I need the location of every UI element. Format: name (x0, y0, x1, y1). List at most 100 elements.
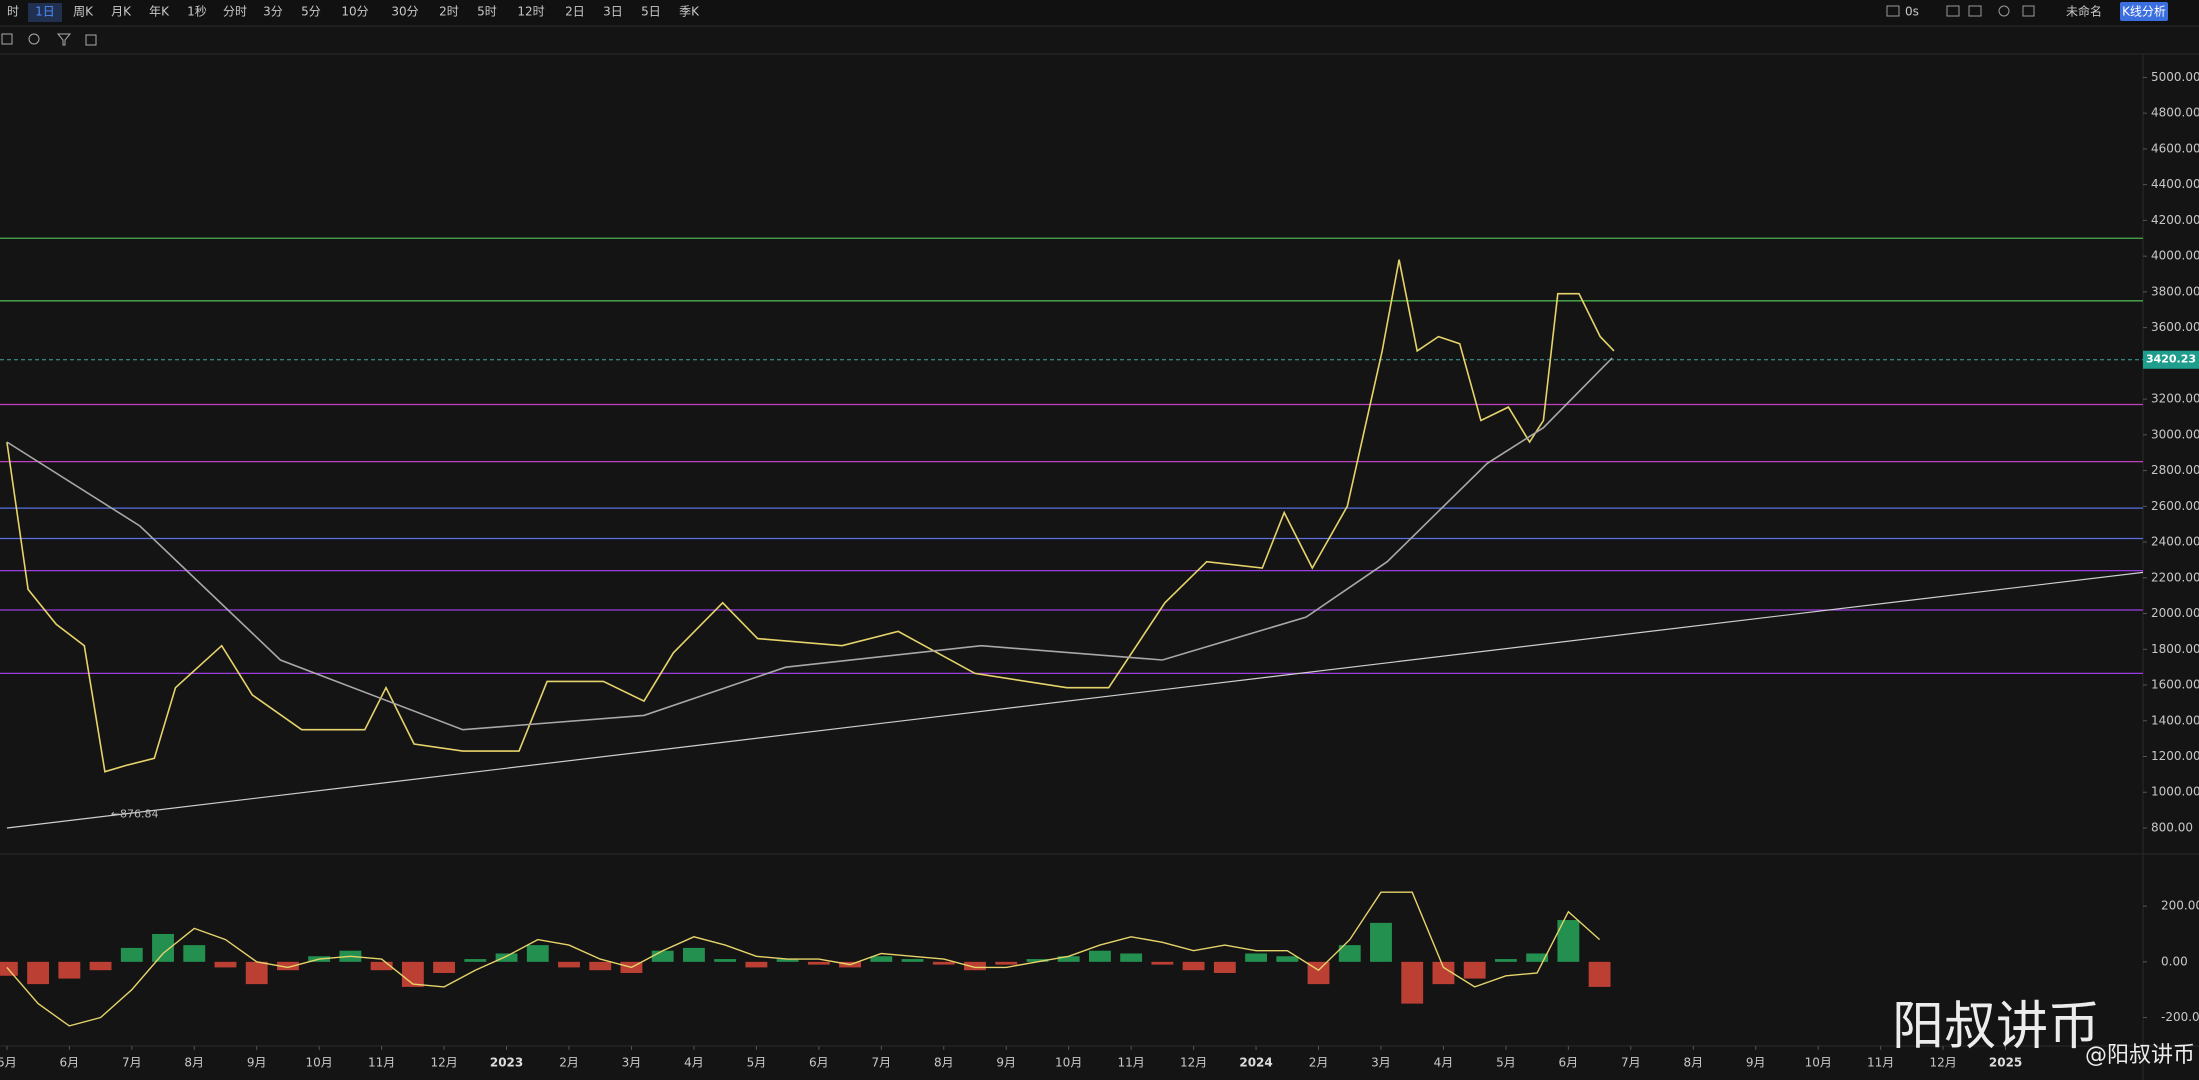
toolbar (0, 0, 2199, 26)
macd-bar (27, 961, 50, 985)
x-tick-label: 12月 (1929, 1056, 1956, 1070)
interval-button[interactable]: 12时 (517, 5, 544, 19)
x-tick-label: 6月 (1559, 1056, 1579, 1070)
x-tick-label: 11月 (1118, 1056, 1145, 1070)
x-tick-label: 7月 (871, 1056, 891, 1070)
macd-bar (995, 961, 1018, 965)
y-tick-label: 2400.00 (2151, 535, 2199, 549)
interval-button[interactable]: 5时 (477, 5, 497, 19)
y-tick-label: 0.00 (2161, 954, 2188, 968)
macd-bar (1088, 950, 1111, 962)
x-tick-label: 6月 (809, 1056, 829, 1070)
macd-bar (1432, 961, 1455, 985)
macd-bar (1526, 953, 1549, 962)
interval-button[interactable]: 季K (679, 5, 700, 19)
macd-bar (651, 950, 674, 962)
x-tick-label: 10月 (306, 1056, 333, 1070)
macd-bar (464, 959, 487, 962)
x-tick-label: 7月 (1621, 1056, 1641, 1070)
macd-bar (964, 961, 986, 971)
icon[interactable] (1886, 5, 1900, 17)
interval-button[interactable]: 时 (7, 5, 19, 19)
y-tick-label: 4000.00 (2151, 249, 2199, 263)
interval-button[interactable]: 3日 (603, 5, 623, 19)
tool-icon[interactable] (28, 33, 40, 45)
x-tick-label: 11月 (1867, 1056, 1894, 1070)
interval-button[interactable]: 5分 (301, 5, 321, 19)
macd-bar (1120, 953, 1143, 962)
x-tick-label: 8月 (184, 1056, 204, 1070)
interval-button[interactable]: 1日 (35, 5, 55, 19)
y-tick-label: 2000.00 (2151, 606, 2199, 620)
macd-bar (932, 961, 955, 965)
macd-bar (1401, 961, 1424, 1004)
x-tick-label: 7月 (122, 1056, 142, 1070)
x-tick-label: 12月 (430, 1056, 457, 1070)
macd-bar (1057, 956, 1080, 962)
interval-button[interactable]: 年K (149, 5, 170, 19)
y-tick-label: 3200.00 (2151, 392, 2199, 406)
interval-selected (28, 3, 62, 22)
interval-button[interactable]: 1秒 (187, 5, 207, 19)
drawing-tools[interactable] (1, 33, 97, 46)
y-tick-label: 4600.00 (2151, 141, 2199, 155)
layout-name[interactable]: 未命名 (2066, 4, 2102, 19)
x-tick-label: 9月 (996, 1056, 1016, 1070)
y-tick-label: 2600.00 (2151, 499, 2199, 513)
interval-button[interactable]: 3分 (263, 5, 283, 19)
x-tick-label: 10月 (1055, 1056, 1082, 1070)
price-line-series (6, 259, 1615, 773)
y-tick-label: 4400.00 (2151, 177, 2199, 191)
macd-bar (401, 961, 424, 987)
x-tick-label: 5月 (747, 1056, 767, 1070)
macd-bar (1370, 922, 1392, 962)
y-tick-label: 200.00 (2161, 899, 2199, 913)
macd-bar (1588, 961, 1611, 987)
macd-bar (1557, 920, 1580, 962)
macd-bar (714, 959, 737, 962)
y-tick-label: 2200.00 (2151, 570, 2199, 584)
status: 0s (1905, 5, 1919, 19)
analysis-button-label[interactable]: K线分析 (2122, 5, 2166, 19)
interval-button[interactable]: 2日 (565, 5, 585, 19)
interval-button[interactable]: 分时 (223, 5, 247, 19)
interval-button[interactable]: 月K (111, 5, 132, 19)
icon[interactable] (1968, 5, 1982, 17)
analysis-button[interactable] (2120, 2, 2168, 21)
tool-icon[interactable] (1, 33, 13, 45)
x-tick-label: 9月 (1746, 1056, 1766, 1070)
y-tick-label: 3000.00 (2151, 427, 2199, 441)
x-tick-label: 5月 (1496, 1056, 1516, 1070)
macd-bar (1463, 961, 1486, 979)
icon[interactable] (1998, 5, 2010, 17)
interval-button[interactable]: 10分 (341, 5, 368, 19)
x-tick-label: 5月 (0, 1056, 17, 1070)
x-tick-label: 2023 (490, 1056, 523, 1070)
icon[interactable] (1946, 5, 1960, 17)
interval-button[interactable]: 2时 (439, 5, 459, 19)
macd-bar (1213, 961, 1236, 973)
toolbar-icons[interactable] (1886, 5, 2035, 17)
price-line-series (6, 357, 1613, 731)
tool-icon[interactable] (56, 33, 72, 46)
x-tick-label: 12月 (1180, 1056, 1207, 1070)
interval-button[interactable]: 5日 (641, 5, 661, 19)
interval-button[interactable]: 周K (73, 5, 94, 19)
price-tag (2143, 350, 2199, 369)
macd-bar (370, 961, 393, 971)
y-tick-label: 1200.00 (2151, 749, 2199, 763)
macd-bar (152, 933, 174, 962)
y-tick-label: 1000.00 (2151, 785, 2199, 799)
macd-bar (214, 961, 237, 968)
macd-bar (183, 945, 206, 962)
x-tick-label: 2024 (1239, 1056, 1272, 1070)
macd-bar (1494, 959, 1517, 962)
macd-bar (433, 961, 456, 973)
icon[interactable] (2022, 5, 2035, 17)
macd-bar (807, 961, 830, 965)
x-tick-label: 3月 (1371, 1056, 1391, 1070)
tool-icon[interactable] (85, 34, 97, 46)
interval-button[interactable]: 30分 (391, 5, 418, 19)
x-tick-label: 2月 (1309, 1056, 1329, 1070)
